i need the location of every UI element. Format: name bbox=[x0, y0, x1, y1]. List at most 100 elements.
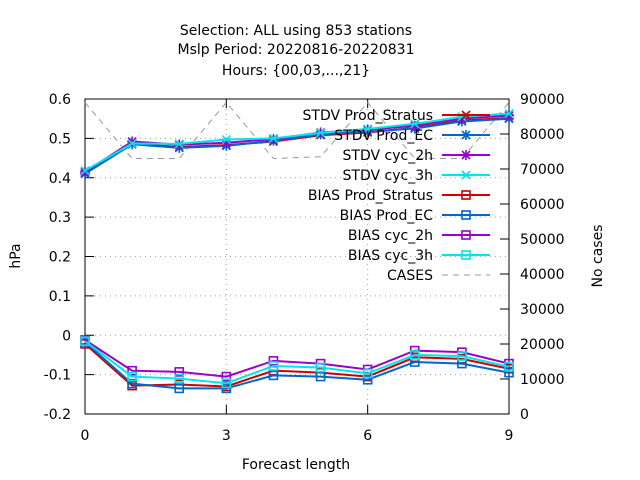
y2-tick-label: 40000 bbox=[520, 267, 565, 283]
data-point bbox=[127, 371, 137, 382]
data-point bbox=[409, 357, 420, 367]
legend-marker bbox=[461, 190, 471, 200]
y2-tick-label: 80000 bbox=[520, 127, 565, 143]
series-line bbox=[84, 343, 510, 388]
data-point bbox=[457, 351, 467, 361]
legend-entry: CASES bbox=[387, 268, 490, 284]
x-axis-label: Forecast length bbox=[242, 457, 350, 473]
data-point bbox=[127, 378, 137, 389]
y-tick-label: 0.5 bbox=[49, 131, 71, 147]
y2-tick-label: 30000 bbox=[520, 302, 565, 318]
x-tick-label: 0 bbox=[81, 428, 90, 444]
y2-tick-label: 0 bbox=[520, 407, 529, 423]
title-line-1: Selection: ALL using 853 stations bbox=[180, 23, 412, 39]
y-tick-label: -0.2 bbox=[44, 407, 71, 423]
series-line bbox=[84, 340, 510, 385]
data-point bbox=[268, 361, 279, 371]
data-point bbox=[221, 383, 232, 394]
data-point bbox=[127, 365, 137, 376]
legend-entry: BIAS cyc_2h bbox=[348, 228, 490, 244]
series-bias-prod-ec bbox=[80, 337, 514, 394]
data-point bbox=[221, 378, 232, 389]
legend-marker bbox=[461, 250, 471, 260]
series-line bbox=[84, 112, 510, 172]
data-point-b bbox=[363, 124, 373, 134]
y-tick-label: 0.1 bbox=[49, 289, 71, 305]
data-point bbox=[315, 371, 326, 382]
series-line bbox=[84, 341, 510, 390]
legend-marker-b bbox=[461, 170, 471, 180]
data-point bbox=[221, 371, 232, 382]
chart-title: Selection: ALL using 853 stations Mslp P… bbox=[178, 23, 415, 79]
legend: STDV Prod_Stratus STDV Prod_EC STDV cyc_2h… bbox=[303, 108, 490, 284]
data-point-b bbox=[127, 138, 137, 149]
title-line-3: Hours: {00,03,...,21} bbox=[222, 63, 370, 79]
data-point bbox=[409, 350, 420, 360]
series-bias-cyc-3h bbox=[80, 336, 514, 389]
legend-marker bbox=[461, 230, 471, 240]
series-stdv-cyc-3h bbox=[80, 109, 514, 176]
data-point-b bbox=[504, 109, 514, 119]
x-tick-label: 9 bbox=[505, 428, 514, 444]
y-tick-label: 0.4 bbox=[49, 171, 71, 187]
series-line bbox=[84, 117, 510, 175]
y-tick-label: -0.1 bbox=[44, 368, 71, 384]
y2-tick-label: 10000 bbox=[520, 372, 565, 388]
series-line bbox=[84, 339, 510, 378]
y2-tick-label: 20000 bbox=[520, 337, 565, 353]
legend-marker-b bbox=[461, 110, 471, 120]
series bbox=[80, 101, 514, 394]
data-point bbox=[362, 374, 373, 385]
data-point-b bbox=[410, 119, 420, 129]
legend-entry: STDV Prod_Stratus bbox=[303, 108, 490, 124]
series-line bbox=[84, 101, 510, 160]
data-point-b bbox=[80, 166, 90, 176]
data-point-b bbox=[268, 133, 279, 143]
data-point bbox=[174, 367, 185, 377]
legend-marker bbox=[461, 210, 471, 220]
axis-ticks: -0.2-0.100.10.20.30.40.50.60100002000030… bbox=[44, 92, 565, 444]
legend-label: CASES bbox=[387, 268, 433, 284]
legend-entry: BIAS cyc_3h bbox=[348, 248, 490, 264]
legend-entry: BIAS Prod_EC bbox=[340, 208, 490, 224]
legend-entry: STDV cyc_2h bbox=[343, 148, 490, 164]
data-point bbox=[174, 383, 185, 394]
legend-label: BIAS Prod_EC bbox=[340, 208, 434, 224]
data-point-b bbox=[315, 128, 326, 138]
y2-tick-label: 60000 bbox=[520, 197, 565, 213]
legend-label: BIAS cyc_2h bbox=[348, 228, 433, 244]
data-point bbox=[504, 367, 514, 378]
y2-axis-label: No cases bbox=[590, 225, 606, 288]
series-stdv-prod-ec bbox=[80, 113, 514, 179]
y2-tick-label: 50000 bbox=[520, 232, 565, 248]
y-tick-label: 0 bbox=[62, 328, 71, 344]
series-bias-prod-stratus bbox=[80, 339, 514, 392]
legend-entry: BIAS Prod_Stratus bbox=[308, 188, 490, 204]
y2-tick-label: 90000 bbox=[520, 92, 565, 108]
data-point bbox=[174, 373, 185, 384]
legend-label: STDV cyc_2h bbox=[343, 148, 433, 164]
y-axis-label: hPa bbox=[8, 243, 24, 268]
data-point-b bbox=[221, 134, 231, 145]
y-tick-label: 0.2 bbox=[49, 250, 71, 266]
legend-entry: STDV cyc_3h bbox=[343, 168, 490, 184]
data-point bbox=[80, 336, 90, 346]
legend-label: STDV Prod_Stratus bbox=[303, 108, 433, 124]
legend-label: STDV cyc_3h bbox=[343, 168, 433, 184]
title-line-2: Mslp Period: 20220816-20220831 bbox=[178, 42, 415, 58]
legend-label: BIAS cyc_3h bbox=[348, 248, 433, 264]
x-tick-label: 6 bbox=[363, 428, 372, 444]
data-point bbox=[504, 361, 514, 372]
y-tick-label: 0.3 bbox=[49, 210, 71, 226]
data-point-b bbox=[174, 139, 184, 149]
y-tick-label: 0.6 bbox=[49, 92, 71, 108]
series-cases bbox=[84, 101, 510, 160]
data-point bbox=[362, 368, 373, 379]
x-tick-label: 3 bbox=[222, 428, 231, 444]
data-point bbox=[268, 370, 279, 381]
legend-label: BIAS Prod_Stratus bbox=[308, 188, 433, 204]
y2-tick-label: 70000 bbox=[520, 162, 565, 178]
data-point bbox=[268, 356, 279, 366]
legend-entry: STDV Prod_EC bbox=[334, 128, 490, 144]
